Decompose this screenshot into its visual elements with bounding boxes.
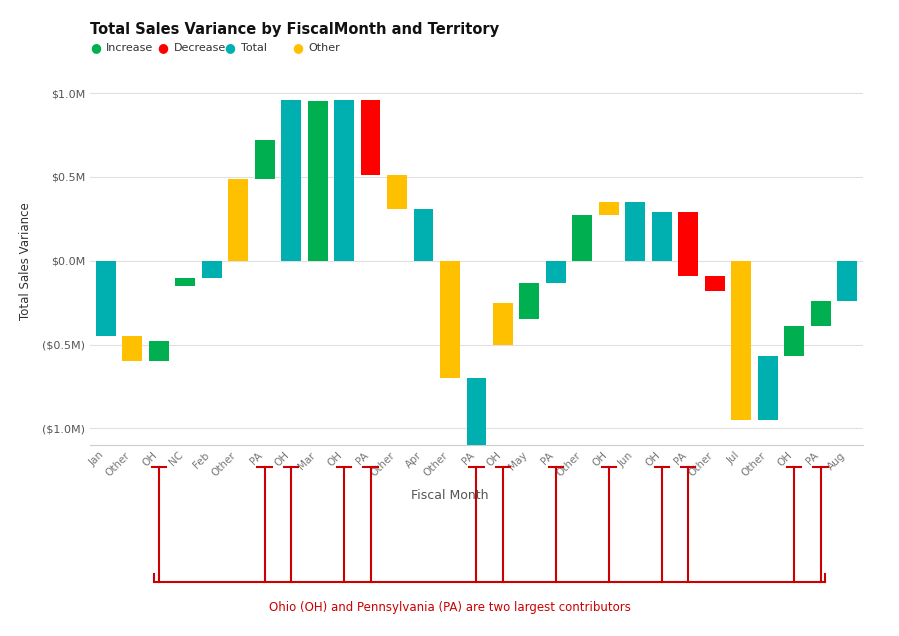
Bar [228,179,248,261]
Bar [626,202,645,261]
Bar [254,140,274,179]
Text: Other: Other [308,43,340,53]
Text: Total: Total [241,43,267,53]
Text: ●: ● [225,41,236,54]
Text: Ohio (OH) and Pennsylvania (PA) are two largest contributors: Ohio (OH) and Pennsylvania (PA) are two … [269,601,630,614]
Text: Total Sales Variance by FiscalMonth and Territory: Total Sales Variance by FiscalMonth and … [90,22,499,38]
Bar [334,100,354,261]
Bar [652,212,672,261]
Bar [414,209,433,261]
Bar [599,202,619,216]
Text: ●: ● [157,41,168,54]
Bar [281,100,301,261]
Bar [149,342,169,361]
Bar [758,356,778,420]
Text: ●: ● [90,41,101,54]
Bar [441,261,460,378]
Bar [493,303,512,345]
Bar [175,277,195,286]
Bar [705,276,725,291]
Bar [837,261,857,301]
Bar [546,261,565,282]
Bar [784,326,804,356]
Bar [122,336,142,361]
Bar [96,261,116,336]
Bar [679,212,699,276]
Bar [573,216,592,261]
Bar [811,301,831,326]
Text: ●: ● [292,41,303,54]
Bar [731,261,752,420]
Bar [360,100,380,176]
Bar [307,102,327,261]
Text: Decrease: Decrease [174,43,226,53]
Bar [387,176,407,209]
Bar [201,261,222,277]
Text: Fiscal Month: Fiscal Month [411,489,488,502]
Bar [467,378,486,487]
Bar [520,282,539,319]
Text: Increase: Increase [106,43,154,53]
Y-axis label: Total Sales Variance: Total Sales Variance [19,202,32,320]
